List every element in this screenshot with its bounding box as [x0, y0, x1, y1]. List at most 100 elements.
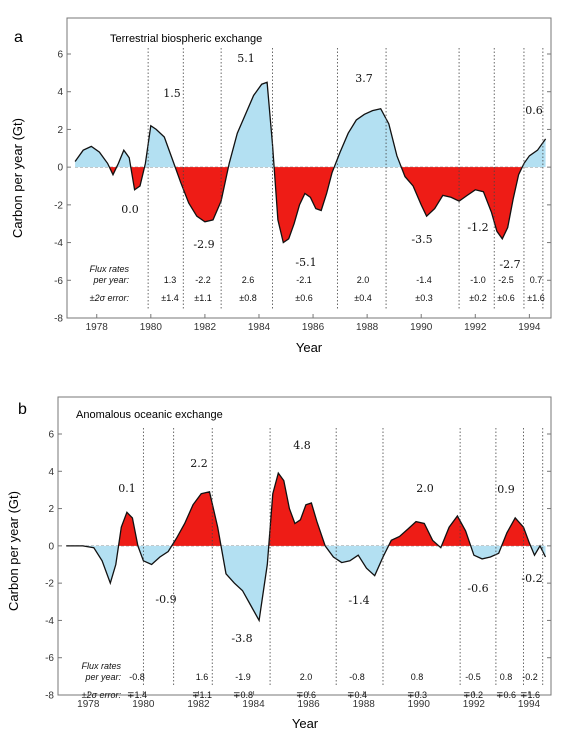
- panel-b-flux-row-label: Flux rates: [81, 661, 121, 671]
- panel-b-flux-error: ∓1.4: [127, 690, 147, 700]
- panel-a-flux-error: ±0.2: [469, 293, 486, 303]
- panel-b-flux-error: ∓0.4: [347, 690, 367, 700]
- panel-b-period-value: 4.8: [293, 439, 311, 452]
- panel-b-label: b: [18, 401, 27, 418]
- panel-b-flux-rate: 0.8: [411, 672, 424, 682]
- panel-b-y-tick-label: 2: [48, 504, 54, 515]
- panel-b-flux-rate: -1.9: [235, 672, 251, 682]
- panel-b-flux-error: ∓1.6: [520, 690, 540, 700]
- panel-b-x-tick-label: 1980: [132, 699, 155, 710]
- panel-a-flux-rate: -2.2: [195, 275, 211, 285]
- panel-a: a 6 4 2 0 -2 -4 -6 -8 1978 1980 1982 1984 1986 1988 19…: [10, 17, 552, 355]
- panel-b-plot-area: 6 4 2 0 -2 -4 -6 -8 1978 1980 1982 1984 1986 1988 1990…: [45, 428, 551, 710]
- panel-b-flux-error: ∓0.8: [233, 690, 253, 700]
- panel-a-xlabel: Year: [296, 340, 323, 355]
- panel-a-flux-error: ±1.4: [161, 293, 178, 303]
- panel-b-negative-area: [221, 545, 269, 621]
- panel-b-period-value: 0.9: [497, 483, 515, 496]
- panel-b-flux-error: ∓0.6: [296, 690, 316, 700]
- panel-a-y-tick-label: -8: [54, 314, 63, 325]
- panel-b-xlabel: Year: [292, 716, 319, 731]
- panel-a-y-tick-label: -4: [54, 238, 63, 249]
- panel-a-flux-rate: 2.0: [357, 275, 370, 285]
- panel-a-y-tick-label: 6: [57, 50, 63, 61]
- panel-b-x-tick-label: 1982: [187, 699, 210, 710]
- panel-b-series-line: [66, 471, 547, 623]
- panel-a-flux-rate: -2.1: [296, 275, 312, 285]
- panel-a-frame: [66, 17, 552, 319]
- panel-b-flux-error: ∓0.6: [496, 690, 516, 700]
- panel-a-period-value: -1.2: [467, 221, 488, 234]
- panel-a-x-tick-label: 1984: [248, 322, 271, 333]
- panel-b-period-value: -0.6: [467, 582, 488, 595]
- panel-a-period-value: 0.6: [525, 104, 543, 117]
- panel-b-flux-rate: -0.2: [522, 672, 538, 682]
- panel-a-label: a: [14, 29, 23, 46]
- panel-a-y-tick-label: -2: [54, 200, 63, 211]
- panel-b-y-tick-label: 0: [48, 541, 54, 552]
- panel-a-positive-area: [334, 108, 402, 168]
- panel-b-x-tick-label: 1988: [353, 699, 376, 710]
- panel-b-ylabel: Carbon per year (Gt): [6, 491, 21, 611]
- panel-a-negative-area: [109, 167, 117, 175]
- panel-a-negative-area: [175, 167, 229, 222]
- panel-a-flux-row-label: per year:: [92, 275, 129, 285]
- panel-a-plot-area: 6 4 2 0 -2 -4 -6 -8 1978 1980 1982 1984 1986 1988 1990…: [54, 48, 551, 333]
- panel-a-x-tick-label: 1994: [518, 322, 541, 333]
- panel-b-positive-area: [501, 517, 531, 546]
- panel-a-positive-area: [228, 82, 275, 168]
- panel-b-x-tick-label: 1990: [408, 699, 431, 710]
- panel-a-flux-error: ±1.1: [194, 293, 211, 303]
- panel-a-x-tick-label: 1982: [194, 322, 217, 333]
- panel-a-x-tick-label: 1978: [86, 322, 109, 333]
- panel-b-y-tick-label: -4: [45, 616, 54, 627]
- panel-b-flux-rate: -0.5: [465, 672, 481, 682]
- panel-b-negative-area: [137, 545, 172, 565]
- panel-b-period-value: -0.9: [155, 593, 176, 606]
- panel-a-ylabel: Carbon per year (Gt): [10, 118, 25, 238]
- panel-a-positive-area: [116, 150, 131, 168]
- panel-a-period-value: -2.9: [193, 238, 214, 251]
- panel-b-x-tick-label: 1986: [298, 699, 321, 710]
- panel-a-negative-area: [274, 167, 335, 243]
- panel-a-positive-area: [75, 146, 110, 168]
- panel-b-positive-area: [268, 473, 326, 546]
- panel-a-title: Terrestrial biospheric exchange: [110, 33, 262, 45]
- panel-a-flux-error: ±1.6: [527, 293, 544, 303]
- panel-a-period-value: 1.5: [163, 87, 181, 100]
- panel-b-x-tick-label: 1992: [463, 699, 486, 710]
- panel-a-negative-area: [401, 167, 523, 239]
- panel-b-flux-error: ∓0.2: [463, 690, 483, 700]
- panel-a-flux-error: ±0.4: [354, 293, 371, 303]
- panel-b-negative-area: [82, 545, 119, 584]
- panel-a-period-value: 3.7: [355, 72, 373, 85]
- panel-b-y-tick-label: -8: [45, 691, 54, 702]
- panel-a-flux-rate: 2.6: [242, 275, 255, 285]
- panel-b-flux-rate: 1.6: [196, 672, 209, 682]
- panel-b-flux-rate: 0.8: [500, 672, 513, 682]
- panel-b-flux-error: ∓0.3: [407, 690, 427, 700]
- panel-b: b 6 4 2 0 -2 -4 -6 -8 1978 1980 1982 1984 1986 1988 19…: [6, 396, 552, 731]
- panel-a-flux-error: ±0.6: [295, 293, 312, 303]
- panel-a-x-tick-label: 1990: [410, 322, 433, 333]
- panel-b-y-tick-label: -2: [45, 579, 54, 590]
- panel-b-y-tick-label: 4: [48, 467, 54, 478]
- panel-b-title: Anomalous oceanic exchange: [76, 409, 223, 421]
- panel-a-flux-error: ±0.6: [497, 293, 514, 303]
- panel-b-flux-rate: -0.8: [129, 672, 145, 682]
- panel-b-positive-area: [441, 516, 471, 546]
- panel-b-flux-rate: 2.0: [300, 672, 313, 682]
- panel-a-flux-error: ±0.3: [415, 293, 432, 303]
- panel-b-negative-area: [325, 545, 389, 576]
- panel-b-period-value: -0.2: [521, 572, 542, 585]
- panel-a-period-value: 5.1: [237, 52, 255, 65]
- panel-b-positive-area: [388, 521, 439, 546]
- panel-b-x-tick-label: 1994: [518, 699, 541, 710]
- panel-a-flux-rate: -1.0: [470, 275, 486, 285]
- panel-a-flux-rate: -1.4: [416, 275, 432, 285]
- panel-b-y-tick-label: -6: [45, 653, 54, 664]
- panel-b-positive-area: [118, 512, 138, 546]
- panel-a-positive-area: [144, 125, 176, 168]
- panel-a-period-value: -2.7: [499, 258, 520, 271]
